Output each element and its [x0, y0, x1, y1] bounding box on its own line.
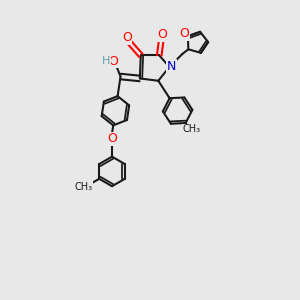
Text: CH₃: CH₃ — [183, 124, 201, 134]
Text: N: N — [167, 60, 176, 73]
Text: CH₃: CH₃ — [74, 182, 93, 191]
Text: O: O — [179, 27, 189, 40]
Text: O: O — [122, 31, 132, 44]
Text: O: O — [108, 55, 118, 68]
Text: O: O — [157, 28, 167, 41]
Text: O: O — [107, 132, 117, 146]
Text: H: H — [102, 56, 110, 66]
